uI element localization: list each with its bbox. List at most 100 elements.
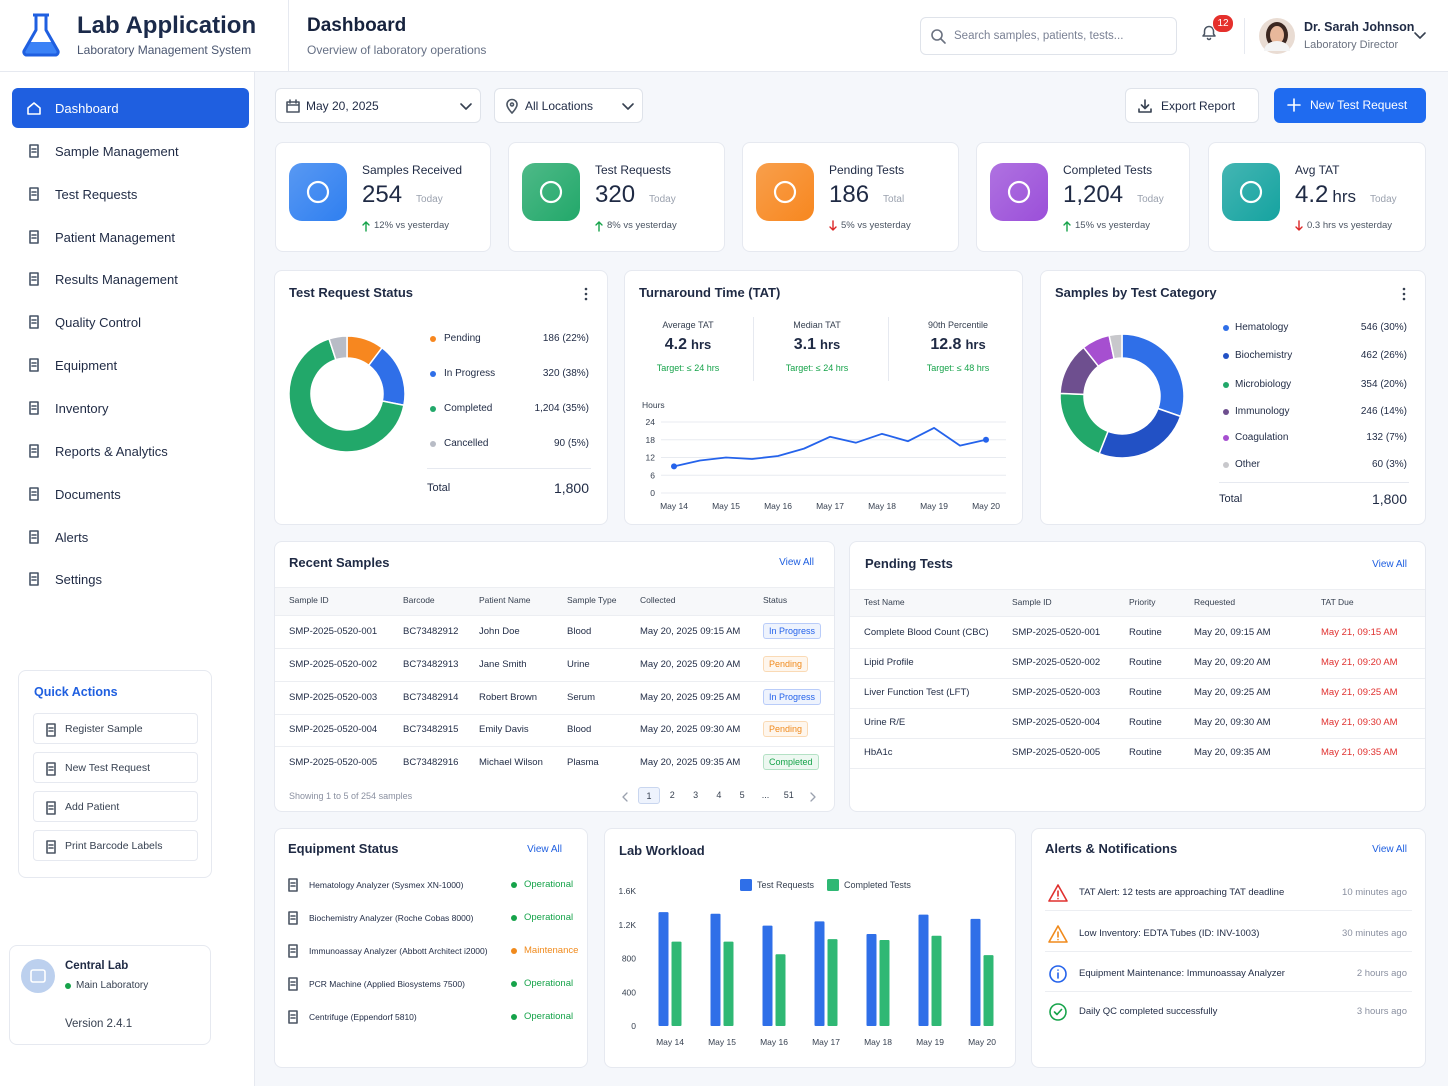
icon — [29, 486, 39, 501]
kpi-label: Completed Tests — [1063, 163, 1153, 177]
quick-action[interactable]: Print Barcode Labels — [33, 830, 198, 861]
card-title: Equipment Status — [288, 841, 399, 856]
tat-stat-value-row: 12.8 hrs — [898, 336, 1018, 354]
page-button[interactable]: 5 — [739, 790, 745, 800]
export-label: Export Report — [1161, 99, 1236, 113]
data-label: 546 (30%) — [1360, 322, 1407, 333]
icon — [288, 977, 298, 991]
icon-shape — [288, 944, 298, 958]
nav-item[interactable]: Dashboard — [12, 88, 249, 128]
quick-actions: Quick Actions Register Sample New Test Req… — [18, 670, 212, 878]
x-tick-label: May 16 — [760, 1037, 788, 1047]
column-header: Requested — [1194, 597, 1236, 607]
legend-dot — [430, 336, 436, 342]
user-name[interactable]: Dr. Sarah Johnson — [1304, 20, 1415, 34]
page-button[interactable]: 4 — [716, 790, 722, 800]
icon — [1202, 25, 1216, 41]
table-cell: Complete Blood Count (CBC) — [864, 627, 989, 638]
page-button[interactable]: ... — [761, 790, 770, 800]
location-select[interactable]: All Locations — [494, 88, 643, 123]
nav-item[interactable]: Documents — [12, 474, 249, 514]
view-all[interactable]: View All — [1372, 559, 1407, 570]
notification-badge[interactable]: 12 — [1212, 14, 1234, 33]
logo — [22, 13, 60, 57]
nav-item[interactable]: Results Management — [12, 259, 249, 299]
icon — [46, 840, 56, 854]
new-request-button[interactable]: New Test Request — [1274, 88, 1426, 123]
page-button[interactable]: 2 — [669, 790, 675, 800]
legend-dot — [1223, 409, 1229, 415]
nav-item[interactable]: Settings — [12, 559, 249, 599]
tat-stat-target: Target: ≤ 24 hrs — [656, 363, 720, 373]
nav-item[interactable]: Quality Control — [12, 302, 249, 342]
legend-dot — [1223, 382, 1229, 388]
icon — [362, 221, 370, 232]
donut-segment — [288, 337, 405, 453]
page-button[interactable]: 3 — [693, 790, 699, 800]
table-cell: Robert Brown — [479, 691, 538, 703]
icon-shape — [46, 801, 56, 815]
more-dot — [584, 297, 588, 301]
header-divider — [288, 0, 289, 72]
icon-shape — [29, 358, 39, 372]
bar — [710, 913, 721, 1026]
quick-action[interactable]: Register Sample — [33, 713, 198, 744]
legend-label: Immunology — [1235, 406, 1290, 417]
legend-dot — [1223, 462, 1229, 468]
quick-action-label: Add Patient — [65, 801, 120, 813]
row-separator — [275, 746, 834, 748]
kpi-label: Avg TAT — [1295, 163, 1340, 177]
page-button[interactable]: 1 — [638, 787, 660, 804]
table-cell: May 20, 2025 09:20 AM — [640, 658, 741, 670]
brand-title: Lab Application — [77, 12, 257, 39]
search-box[interactable]: Search samples, patients, tests... — [920, 17, 1177, 55]
kpi-change: 8% vs yesterday — [607, 220, 677, 231]
y-tick-label: 0 — [631, 1021, 636, 1031]
quick-action[interactable]: Add Patient — [33, 791, 198, 822]
icon-shape — [29, 401, 39, 415]
nav-item[interactable]: Inventory — [12, 388, 249, 428]
avatar — [1259, 18, 1295, 54]
page-button[interactable]: 51 — [783, 790, 794, 800]
kpi-period: Total — [883, 194, 905, 205]
chart-card: Samples by Test Category Hematology 546 (3… — [1040, 270, 1426, 525]
table-cell: SMP-2025-0520-001 — [1012, 627, 1101, 638]
data-label: 1,204 (35%) — [534, 403, 589, 414]
icon-shape — [29, 272, 39, 287]
nav-item[interactable]: Alerts — [12, 517, 249, 557]
table-cell: SMP-2025-0520-001 — [289, 626, 378, 637]
tat-stat-unit: hrs — [691, 337, 712, 352]
nav-item[interactable]: Patient Management — [12, 217, 249, 257]
donut — [1059, 333, 1185, 459]
legend-label: Biochemistry — [1235, 350, 1293, 361]
kpi-value-row: 4.2 hrs Today — [1295, 181, 1397, 209]
nav-item[interactable]: Equipment — [12, 345, 249, 385]
icon — [288, 878, 298, 892]
legend-dot — [430, 371, 436, 377]
view-all[interactable]: View All — [527, 844, 562, 855]
icon-shape — [810, 792, 816, 802]
more-dot — [584, 292, 588, 296]
card-title: Pending Tests — [865, 556, 953, 571]
tat-stat: 90th Percentile 12.8 hrs Target: ≤ 48 hrs — [898, 320, 1018, 373]
nav-item[interactable]: Reports & Analytics — [12, 431, 249, 471]
x-tick-label: May 18 — [868, 501, 896, 511]
icon-shape — [46, 840, 56, 854]
table-cell: BC73482913 — [403, 658, 459, 670]
nav-item[interactable]: Sample Management — [12, 131, 249, 171]
tat-stat-value: 4.2 — [664, 336, 687, 353]
bar — [723, 941, 734, 1026]
kpi-value-row: 254 Today — [362, 181, 443, 209]
nav-label: Patient Management — [55, 229, 175, 245]
bar — [918, 914, 929, 1026]
view-all[interactable]: View All — [1372, 844, 1407, 855]
y-tick-label: 6 — [650, 470, 655, 480]
icon — [46, 762, 56, 776]
export-button[interactable]: Export Report — [1125, 88, 1259, 123]
date-select[interactable]: May 20, 2025 — [275, 88, 481, 123]
view-all[interactable]: View All — [779, 557, 814, 568]
quick-action[interactable]: New Test Request — [33, 752, 198, 783]
nav-item[interactable]: Test Requests — [12, 174, 249, 214]
data-label: 462 (26%) — [1360, 350, 1407, 361]
quick-action-label: Print Barcode Labels — [65, 840, 163, 852]
